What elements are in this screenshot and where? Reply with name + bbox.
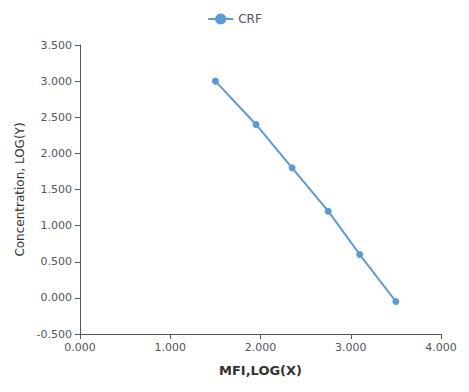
svg-text:-0.500: -0.500 [37,328,72,341]
svg-text:CRF: CRF [238,12,262,26]
svg-text:1.500: 1.500 [41,183,73,196]
svg-text:2.000: 2.000 [41,147,73,160]
svg-text:3.500: 3.500 [41,39,73,52]
svg-text:0.500: 0.500 [41,255,73,268]
svg-text:0.000: 0.000 [41,291,73,304]
svg-text:3.000: 3.000 [41,75,73,88]
svg-text:2.500: 2.500 [41,111,73,124]
svg-text:Concentration, LOG(Y): Concentration, LOG(Y) [13,122,27,256]
svg-text:1.000: 1.000 [155,341,187,354]
svg-text:2.000: 2.000 [245,341,277,354]
svg-text:1.000: 1.000 [41,219,73,232]
svg-text:3.000: 3.000 [335,341,367,354]
svg-text:0.000: 0.000 [64,341,96,354]
svg-text:4.000: 4.000 [425,341,457,354]
svg-text:MFI,LOG(X): MFI,LOG(X) [219,363,302,378]
